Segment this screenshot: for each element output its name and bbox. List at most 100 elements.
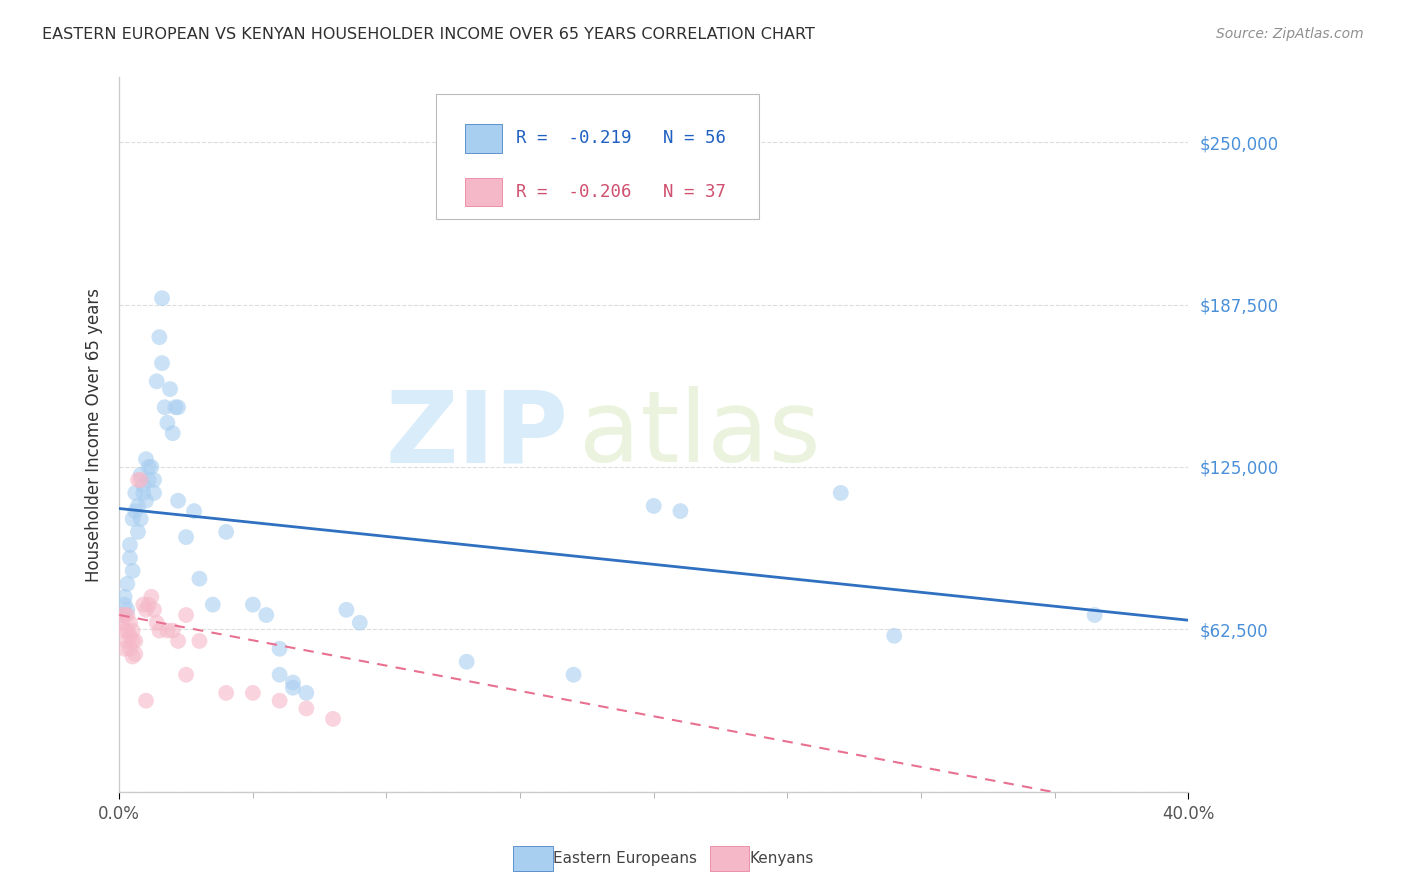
Point xyxy=(121,634,143,648)
Point xyxy=(111,607,134,622)
Point xyxy=(117,603,139,617)
Point xyxy=(295,686,318,700)
Y-axis label: Householder Income Over 65 years: Householder Income Over 65 years xyxy=(86,287,103,582)
Point xyxy=(124,634,146,648)
Point xyxy=(156,624,179,638)
Point xyxy=(111,615,134,630)
Point xyxy=(188,572,211,586)
Point xyxy=(174,667,197,681)
Point xyxy=(114,624,136,638)
Point xyxy=(269,694,291,708)
Point xyxy=(118,641,141,656)
Point xyxy=(117,624,139,638)
Point xyxy=(167,401,190,415)
Point xyxy=(138,598,160,612)
Point xyxy=(114,598,136,612)
Point xyxy=(215,686,238,700)
Point xyxy=(165,401,187,415)
Point xyxy=(281,675,304,690)
Point xyxy=(129,473,152,487)
Point xyxy=(883,629,905,643)
Point xyxy=(143,486,166,500)
Point xyxy=(124,504,146,518)
Text: Source: ZipAtlas.com: Source: ZipAtlas.com xyxy=(1216,27,1364,41)
Point xyxy=(148,330,170,344)
Point xyxy=(117,607,139,622)
Point xyxy=(167,634,190,648)
Point xyxy=(242,686,264,700)
Point xyxy=(111,607,134,622)
Point xyxy=(150,356,173,370)
Point xyxy=(143,603,166,617)
Point xyxy=(117,634,139,648)
Point xyxy=(1084,607,1107,622)
Point xyxy=(121,512,143,526)
Point xyxy=(188,634,211,648)
Point xyxy=(132,478,155,492)
Point xyxy=(129,512,152,526)
Point xyxy=(118,550,141,565)
Point xyxy=(132,486,155,500)
Point xyxy=(121,649,143,664)
Text: Eastern Europeans: Eastern Europeans xyxy=(553,851,696,865)
Point xyxy=(121,624,143,638)
Point xyxy=(121,564,143,578)
Point xyxy=(135,603,157,617)
Point xyxy=(174,530,197,544)
Point xyxy=(669,504,692,518)
Point xyxy=(183,504,205,518)
Point xyxy=(254,607,277,622)
Point xyxy=(269,641,291,656)
Point xyxy=(150,291,173,305)
Point xyxy=(114,590,136,604)
Point xyxy=(349,615,371,630)
Point xyxy=(159,382,181,396)
Point xyxy=(127,524,149,539)
Text: atlas: atlas xyxy=(579,386,821,483)
Point xyxy=(145,374,167,388)
Point xyxy=(138,460,160,475)
Point xyxy=(174,607,197,622)
Point xyxy=(162,624,184,638)
Point xyxy=(456,655,478,669)
Point xyxy=(143,473,166,487)
Point xyxy=(295,701,318,715)
Point xyxy=(141,590,163,604)
Point xyxy=(322,712,344,726)
Point xyxy=(135,694,157,708)
Point xyxy=(269,667,291,681)
Point xyxy=(145,615,167,630)
Point xyxy=(562,667,585,681)
Point xyxy=(167,493,190,508)
Text: ZIP: ZIP xyxy=(385,386,568,483)
Point xyxy=(127,499,149,513)
Point xyxy=(138,473,160,487)
Point xyxy=(124,486,146,500)
Point xyxy=(242,598,264,612)
Point xyxy=(124,647,146,661)
Point xyxy=(281,681,304,695)
Text: Kenyans: Kenyans xyxy=(749,851,814,865)
Point xyxy=(118,629,141,643)
Point xyxy=(135,493,157,508)
Point xyxy=(335,603,357,617)
Point xyxy=(118,538,141,552)
Point xyxy=(201,598,224,612)
Text: EASTERN EUROPEAN VS KENYAN HOUSEHOLDER INCOME OVER 65 YEARS CORRELATION CHART: EASTERN EUROPEAN VS KENYAN HOUSEHOLDER I… xyxy=(42,27,815,42)
Point xyxy=(148,624,170,638)
Point xyxy=(830,486,852,500)
Point xyxy=(114,607,136,622)
Point xyxy=(129,467,152,482)
Point xyxy=(132,598,155,612)
Point xyxy=(643,499,665,513)
Point xyxy=(156,416,179,430)
Point xyxy=(135,452,157,467)
Point xyxy=(162,426,184,441)
Point xyxy=(215,524,238,539)
Point xyxy=(114,641,136,656)
Point xyxy=(141,460,163,475)
Text: R =  -0.206   N = 37: R = -0.206 N = 37 xyxy=(516,183,725,201)
Point xyxy=(127,473,149,487)
Point xyxy=(118,615,141,630)
Point xyxy=(153,401,176,415)
